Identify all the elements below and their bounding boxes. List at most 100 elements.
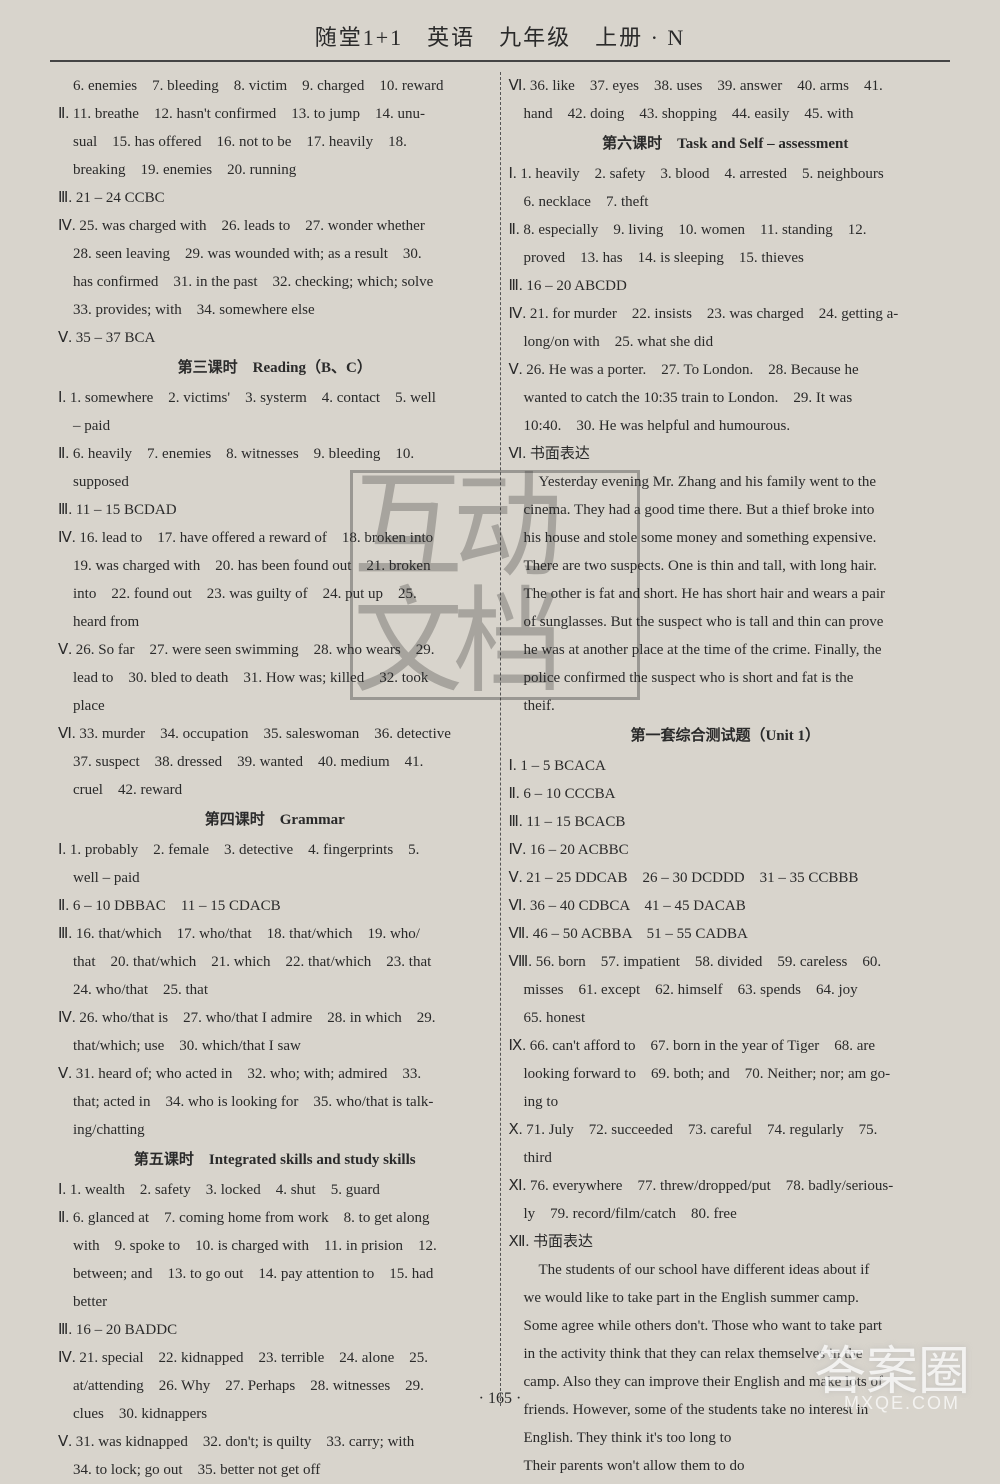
answer-line: Ⅳ. 26. who/that is 27. who/that I admire… [58, 1004, 492, 1032]
answer-line: he was at another place at the time of t… [509, 636, 943, 664]
answer-line: Ⅰ. 1. somewhere 2. victims' 3. systerm 4… [58, 384, 492, 412]
answer-line: Ⅰ. 1. heavily 2. safety 3. blood 4. arre… [509, 160, 943, 188]
section-title: 第六课时 Task and Self – assessment [509, 128, 943, 160]
answer-line: 33. provides; with 34. somewhere else [58, 296, 492, 324]
answer-line: Ⅱ. 6 – 10 DBBAC 11 – 15 CDACB [58, 892, 492, 920]
page-number: · 165 · [50, 1390, 950, 1408]
answer-line: Ⅵ. 36 – 40 CDBCA 41 – 45 DACAB [509, 892, 943, 920]
answer-line: Ⅲ. 16 – 20 BADDC [58, 1316, 492, 1344]
answer-line: Ⅷ. 56. born 57. impatient 58. divided 59… [509, 948, 943, 976]
answer-line: Ⅴ. 21 – 25 DDCAB 26 – 30 DCDDD 31 – 35 C… [509, 864, 943, 892]
answer-line: The other is fat and short. He has short… [509, 580, 943, 608]
answer-line: that; acted in 34. who is looking for 35… [58, 1088, 492, 1116]
page-header: 随堂1+1 英语 九年级 上册 · N [50, 20, 950, 62]
answer-line: in the activity think that they can rela… [509, 1340, 943, 1368]
answer-line: police confirmed the suspect who is shor… [509, 664, 943, 692]
answer-line: 34. to lock; go out 35. better not get o… [58, 1456, 492, 1484]
answer-line: between; and 13. to go out 14. pay atten… [58, 1260, 492, 1288]
answer-line: 19. was charged with 20. has been found … [58, 552, 492, 580]
answer-line: better [58, 1288, 492, 1316]
answer-line: lead to 30. bled to death 31. How was; k… [58, 664, 492, 692]
answer-line: Ⅱ. 6. glanced at 7. coming home from wor… [58, 1204, 492, 1232]
answer-line: supposed [58, 468, 492, 496]
answer-line: 10:40. 30. He was helpful and humourous. [509, 412, 943, 440]
section-title: 第一套综合测试题（Unit 1） [509, 720, 943, 752]
answer-line: Ⅱ. 6 – 10 CCCBA [509, 780, 943, 808]
answer-line: Ⅵ. 36. like 37. eyes 38. uses 39. answer… [509, 72, 943, 100]
answer-line: Ⅱ. 6. heavily 7. enemies 8. witnesses 9.… [58, 440, 492, 468]
columns-wrap: 6. enemies 7. bleeding 8. victim 9. char… [50, 72, 950, 1406]
answer-line: Ⅱ. 8. especially 9. living 10. women 11.… [509, 216, 943, 244]
answer-line: Ⅲ. 21 – 24 CCBC [58, 184, 492, 212]
answer-line: English. They think it's too long to [509, 1424, 943, 1452]
answer-line: breaking 19. enemies 20. running [58, 156, 492, 184]
answer-line: 28. seen leaving 29. was wounded with; a… [58, 240, 492, 268]
answer-line: long/on with 25. what she did [509, 328, 943, 356]
answer-line: that 20. that/which 21. which 22. that/w… [58, 948, 492, 976]
answer-line: The students of our school have differen… [509, 1256, 943, 1284]
answer-line: Ⅲ. 16 – 20 ABCDD [509, 272, 943, 300]
answer-line: 65. honest [509, 1004, 943, 1032]
answer-line: There are two suspects. One is thin and … [509, 552, 943, 580]
answer-line: Some agree while others don't. Those who… [509, 1312, 943, 1340]
answer-line: Ⅰ. 1. wealth 2. safety 3. locked 4. shut… [58, 1176, 492, 1204]
left-column: 6. enemies 7. bleeding 8. victim 9. char… [50, 72, 500, 1406]
answer-line: into 22. found out 23. was guilty of 24.… [58, 580, 492, 608]
answer-line: Yesterday evening Mr. Zhang and his fami… [509, 468, 943, 496]
answer-line: Ⅶ. 46 – 50 ACBBA 51 – 55 CADBA [509, 920, 943, 948]
answer-line: ing to [509, 1088, 943, 1116]
answer-line: Ⅴ. 26. So far 27. were seen swimming 28.… [58, 636, 492, 664]
answer-line: Ⅴ. 31. heard of; who acted in 32. who; w… [58, 1060, 492, 1088]
answer-line: ly 79. record/film/catch 80. free [509, 1200, 943, 1228]
answer-line: Ⅺ. 76. everywhere 77. threw/dropped/put … [509, 1172, 943, 1200]
page: 随堂1+1 英语 九年级 上册 · N 6. enemies 7. bleedi… [50, 20, 950, 1414]
answer-line: proved 13. has 14. is sleeping 15. thiev… [509, 244, 943, 272]
answer-line: with 9. spoke to 10. is charged with 11.… [58, 1232, 492, 1260]
answer-line: sual 15. has offered 16. not to be 17. h… [58, 128, 492, 156]
answer-line: ing/chatting [58, 1116, 492, 1144]
answer-line: Ⅵ. 33. murder 34. occupation 35. saleswo… [58, 720, 492, 748]
section-title: 第三课时 Reading（B、C） [58, 352, 492, 384]
answer-line: that/which; use 30. which/that I saw [58, 1032, 492, 1060]
answer-line: of sunglasses. But the suspect who is ta… [509, 608, 943, 636]
answer-line: 6. necklace 7. theft [509, 188, 943, 216]
answer-line: Ⅲ. 11 – 15 BCACB [509, 808, 943, 836]
answer-line: Ⅳ. 21. for murder 22. insists 23. was ch… [509, 300, 943, 328]
answer-line: wanted to catch the 10:35 train to Londo… [509, 384, 943, 412]
answer-line: Ⅴ. 26. He was a porter. 27. To London. 2… [509, 356, 943, 384]
right-column: Ⅵ. 36. like 37. eyes 38. uses 39. answer… [501, 72, 951, 1406]
answer-line: cruel 42. reward [58, 776, 492, 804]
answer-line: Ⅳ. 21. special 22. kidnapped 23. terribl… [58, 1344, 492, 1372]
answer-line: Ⅴ. 31. was kidnapped 32. don't; is quilt… [58, 1428, 492, 1456]
answer-line: 24. who/that 25. that [58, 976, 492, 1004]
answer-line: 6. enemies 7. bleeding 8. victim 9. char… [58, 72, 492, 100]
answer-line: Ⅸ. 66. can't afford to 67. born in the y… [509, 1032, 943, 1060]
answer-line: we would like to take part in the Englis… [509, 1284, 943, 1312]
answer-line: Ⅳ. 16 – 20 ACBBC [509, 836, 943, 864]
answer-line: place [58, 692, 492, 720]
answer-line: 37. suspect 38. dressed 39. wanted 40. m… [58, 748, 492, 776]
section-title: 第四课时 Grammar [58, 804, 492, 836]
answer-line: has confirmed 31. in the past 32. checki… [58, 268, 492, 296]
answer-line: cinema. They had a good time there. But … [509, 496, 943, 524]
answer-line: Ⅴ. 35 – 37 BCA [58, 324, 492, 352]
answer-line: Ⅳ. 16. lead to 17. have offered a reward… [58, 524, 492, 552]
answer-line: misses 61. except 62. himself 63. spends… [509, 976, 943, 1004]
answer-line: Their parents won't allow them to do [509, 1452, 943, 1480]
answer-line: Ⅲ. 16. that/which 17. who/that 18. that/… [58, 920, 492, 948]
answer-line: – paid [58, 412, 492, 440]
answer-line: his house and stole some money and somet… [509, 524, 943, 552]
answer-line: well – paid [58, 864, 492, 892]
answer-line: Ⅳ. 25. was charged with 26. leads to 27.… [58, 212, 492, 240]
answer-line: theif. [509, 692, 943, 720]
answer-line: looking forward to 69. both; and 70. Nei… [509, 1060, 943, 1088]
answer-line: Ⅰ. 1. probably 2. female 3. detective 4.… [58, 836, 492, 864]
answer-line: Ⅹ. 71. July 72. succeeded 73. careful 74… [509, 1116, 943, 1144]
section-title: 第五课时 Integrated skills and study skills [58, 1144, 492, 1176]
answer-line: third [509, 1144, 943, 1172]
answer-line: hand 42. doing 43. shopping 44. easily 4… [509, 100, 943, 128]
answer-line: Ⅵ. 书面表达 [509, 440, 943, 468]
answer-line: Ⅲ. 11 – 15 BCDAD [58, 496, 492, 524]
answer-line: Ⅻ. 书面表达 [509, 1228, 943, 1256]
answer-line: Ⅱ. 11. breathe 12. hasn't confirmed 13. … [58, 100, 492, 128]
